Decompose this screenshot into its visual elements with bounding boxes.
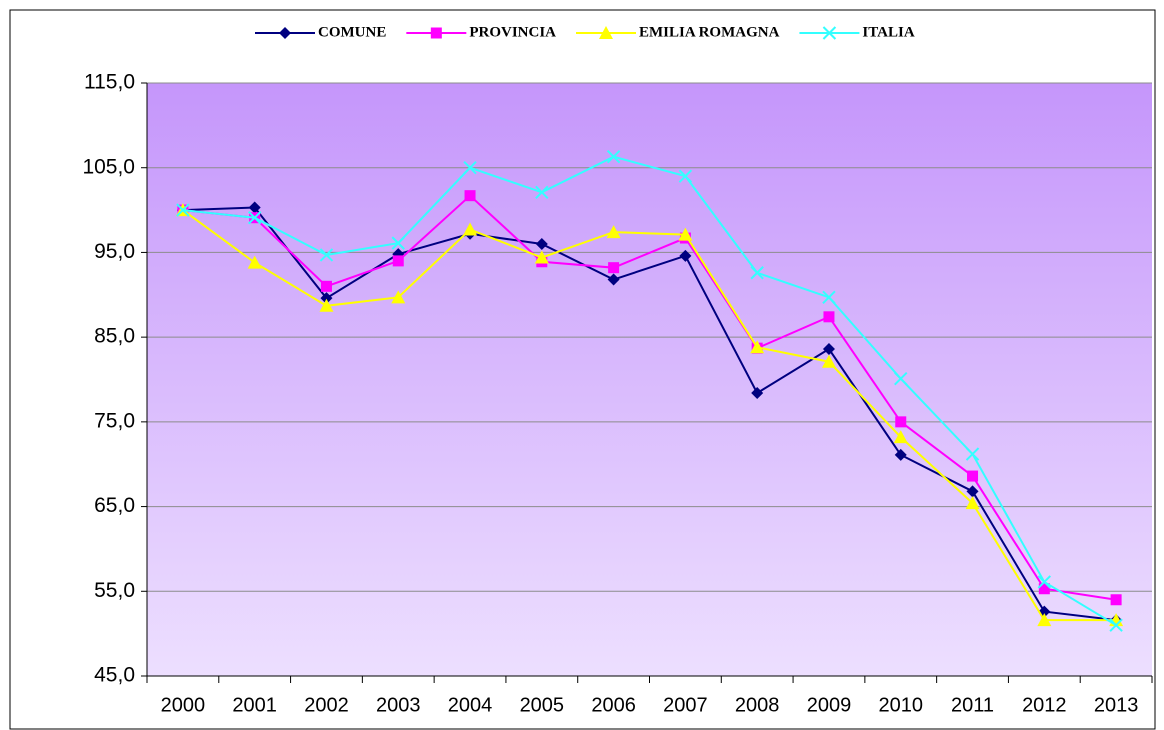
data-point xyxy=(176,203,190,217)
data-point xyxy=(894,371,908,386)
data-point xyxy=(247,255,262,269)
y-tick-label: 65,0 xyxy=(94,494,135,517)
x-tick-label: 2009 xyxy=(807,694,852,716)
legend-marker xyxy=(599,26,613,39)
data-point xyxy=(535,237,548,250)
legend-marker xyxy=(279,27,291,39)
legend-label: COMUNE xyxy=(318,24,386,40)
data-point xyxy=(965,496,980,510)
data-point xyxy=(679,249,692,262)
x-tick-label: 2004 xyxy=(448,694,493,716)
data-point xyxy=(534,250,549,264)
legend-label: ITALIA xyxy=(862,24,914,40)
legend-marker xyxy=(430,27,442,39)
y-tick-label: 115,0 xyxy=(84,71,135,94)
x-tick-label: 2008 xyxy=(735,694,780,716)
data-point xyxy=(678,169,693,183)
data-point xyxy=(894,448,907,461)
series-line xyxy=(182,155,1117,627)
data-point xyxy=(822,343,835,356)
data-point xyxy=(391,290,406,304)
data-point xyxy=(320,280,332,292)
x-tick-label: 2000 xyxy=(161,694,206,716)
legend-marker xyxy=(822,26,837,40)
data-point xyxy=(319,298,334,312)
data-point xyxy=(464,190,476,202)
data-point xyxy=(248,201,261,214)
data-point xyxy=(608,262,620,274)
data-point xyxy=(823,311,835,323)
series-line xyxy=(182,209,1117,622)
data-point xyxy=(463,161,477,175)
data-point xyxy=(535,185,549,199)
y-tick-label: 85,0 xyxy=(94,325,135,348)
data-point xyxy=(463,222,478,236)
data-point xyxy=(821,354,836,368)
plot-area xyxy=(147,83,1152,676)
data-point xyxy=(606,225,621,239)
x-tick-label: 2011 xyxy=(951,694,994,716)
data-point xyxy=(893,430,908,444)
x-tick-label: 2005 xyxy=(520,694,565,716)
legend-label: PROVINCIA xyxy=(469,24,556,40)
data-point xyxy=(751,387,764,400)
x-tick-label: 2002 xyxy=(304,694,349,716)
data-point xyxy=(1109,618,1123,632)
data-point xyxy=(1110,594,1122,606)
data-point xyxy=(1037,575,1052,589)
data-point xyxy=(1038,583,1050,595)
data-point xyxy=(966,485,979,498)
data-point xyxy=(967,470,979,482)
series-line xyxy=(182,206,1117,622)
legend-label: EMILIA ROMAGNA xyxy=(639,24,780,40)
data-point xyxy=(822,290,836,305)
y-tick-label: 95,0 xyxy=(94,240,135,263)
data-point xyxy=(607,273,620,286)
data-point xyxy=(391,236,405,250)
x-tick-label: 2013 xyxy=(1094,694,1139,716)
x-tick-label: 2003 xyxy=(376,694,421,716)
data-point xyxy=(750,340,765,354)
data-point xyxy=(319,248,334,262)
data-point xyxy=(606,149,621,164)
y-tick-label: 75,0 xyxy=(94,409,135,432)
x-tick-label: 2012 xyxy=(1022,694,1067,716)
data-point xyxy=(1037,613,1052,627)
x-tick-label: 2010 xyxy=(879,694,924,716)
x-tick-label: 2006 xyxy=(591,694,636,716)
data-point xyxy=(965,447,980,461)
data-point xyxy=(750,266,764,280)
x-tick-label: 2001 xyxy=(232,694,277,716)
y-tick-label: 105,0 xyxy=(82,155,135,178)
data-point xyxy=(895,416,907,428)
y-tick-label: 45,0 xyxy=(94,664,135,687)
data-point xyxy=(678,227,693,241)
data-point xyxy=(392,255,404,267)
data-point xyxy=(247,210,262,225)
y-tick-label: 55,0 xyxy=(94,579,135,602)
series-line xyxy=(182,194,1117,601)
data-point xyxy=(320,292,333,305)
x-tick-label: 2007 xyxy=(663,694,708,716)
